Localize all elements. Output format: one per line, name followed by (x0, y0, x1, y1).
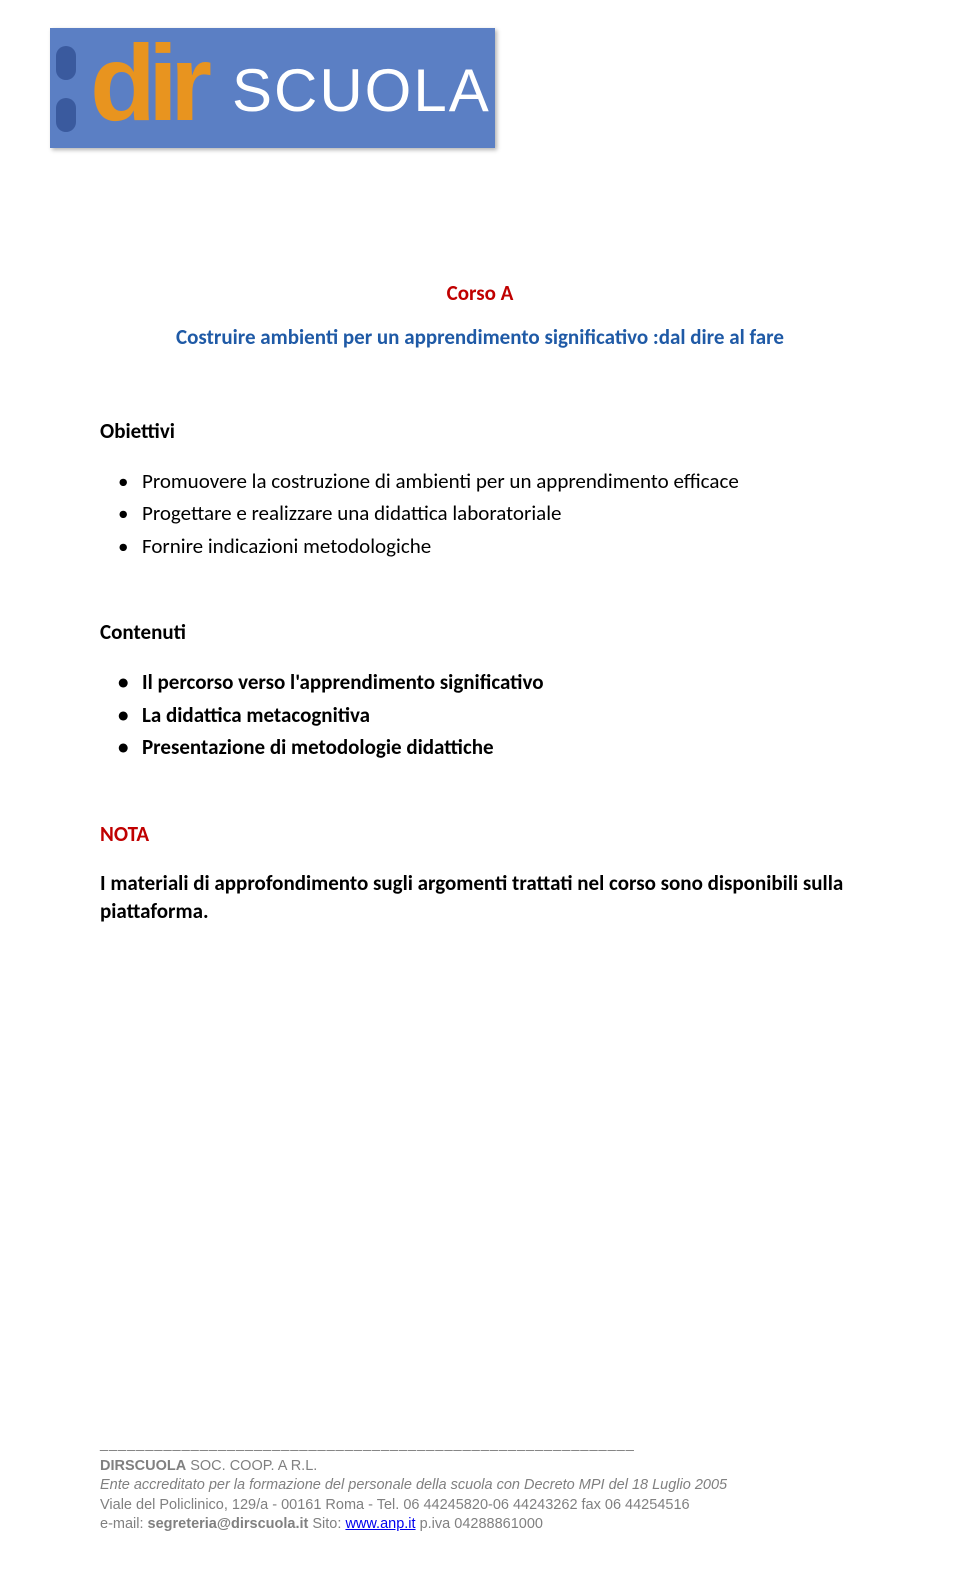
footer-accreditation: Ente accreditato per la formazione del p… (100, 1476, 860, 1496)
logo: dir SCUOLA (50, 28, 495, 148)
logo-background: dir SCUOLA (50, 28, 495, 148)
logo-text-primary: dir (90, 20, 204, 145)
obiettivi-heading: Obiettivi (100, 418, 860, 444)
footer-address: Viale del Policlinico, 129/a - 00161 Rom… (100, 1496, 860, 1516)
footer-site-link[interactable]: www.anp.it (345, 1516, 415, 1532)
footer-piva-label: p.iva (416, 1516, 455, 1532)
list-item: Presentazione di metodologie didattiche (142, 732, 860, 762)
document-body: Corso A Costruire ambienti per un appren… (100, 280, 860, 925)
footer-email: segreteria@dirscuola.it (148, 1516, 309, 1532)
footer-piva: 04288861000 (454, 1516, 543, 1532)
logo-text-secondary: SCUOLA (232, 56, 491, 125)
nota-heading: NOTA (100, 821, 860, 847)
contenuti-heading: Contenuti (100, 619, 860, 645)
contenuti-list: Il percorso verso l'apprendimento signif… (100, 667, 860, 762)
footer-org-line: DIRSCUOLA SOC. COOP. A R.L. (100, 1457, 860, 1477)
list-item: Il percorso verso l'apprendimento signif… (142, 667, 860, 697)
list-item: La didattica metacognitiva (142, 700, 860, 730)
footer-separator: ________________________________________… (100, 1435, 860, 1455)
footer: ________________________________________… (100, 1435, 860, 1535)
list-item: Fornire indicazioni metodologiche (142, 531, 860, 561)
obiettivi-list: Promuovere la costruzione di ambienti pe… (100, 466, 860, 561)
list-item: Promuovere la costruzione di ambienti pe… (142, 466, 860, 496)
logo-ring-icon (56, 98, 76, 132)
course-label: Corso A (100, 280, 860, 306)
nota-text: I materiali di approfondimento sugli arg… (100, 869, 860, 926)
footer-contact-line: e-mail: segreteria@dirscuola.it Sito: ww… (100, 1515, 860, 1535)
course-title: Costruire ambienti per un apprendimento … (100, 324, 860, 350)
footer-site-label: Sito: (308, 1516, 345, 1532)
footer-org-name: DIRSCUOLA (100, 1458, 186, 1474)
list-item: Progettare e realizzare una didattica la… (142, 498, 860, 528)
logo-ring-icon (56, 46, 76, 80)
footer-org-suffix: SOC. COOP. A R.L. (186, 1458, 317, 1474)
footer-email-label: e-mail: (100, 1516, 148, 1532)
